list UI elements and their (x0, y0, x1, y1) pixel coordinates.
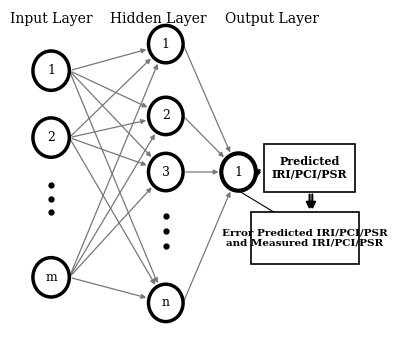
Text: 1: 1 (47, 64, 55, 77)
Circle shape (33, 118, 69, 157)
Text: m: m (45, 271, 57, 284)
Text: Input Layer: Input Layer (10, 12, 92, 26)
Text: Output Layer: Output Layer (225, 12, 319, 26)
Text: 1: 1 (162, 37, 170, 51)
Circle shape (33, 51, 69, 90)
Circle shape (33, 257, 69, 297)
Text: n: n (162, 296, 170, 310)
Circle shape (221, 153, 256, 191)
Text: 2: 2 (47, 131, 55, 144)
Text: Error Predicted IRI/PCI/PSR
and Measured IRI/PCI/PSR: Error Predicted IRI/PCI/PSR and Measured… (222, 228, 388, 248)
Text: 3: 3 (162, 166, 170, 178)
Text: 1: 1 (234, 166, 242, 178)
Circle shape (148, 25, 183, 63)
Text: 2: 2 (162, 109, 170, 122)
Circle shape (148, 284, 183, 322)
Circle shape (148, 97, 183, 135)
Circle shape (148, 153, 183, 191)
Text: Hidden Layer: Hidden Layer (110, 12, 207, 26)
Bar (264, 144, 355, 192)
Text: Predicted
IRI/PCI/PSR: Predicted IRI/PCI/PSR (272, 156, 347, 180)
Bar (251, 212, 359, 263)
